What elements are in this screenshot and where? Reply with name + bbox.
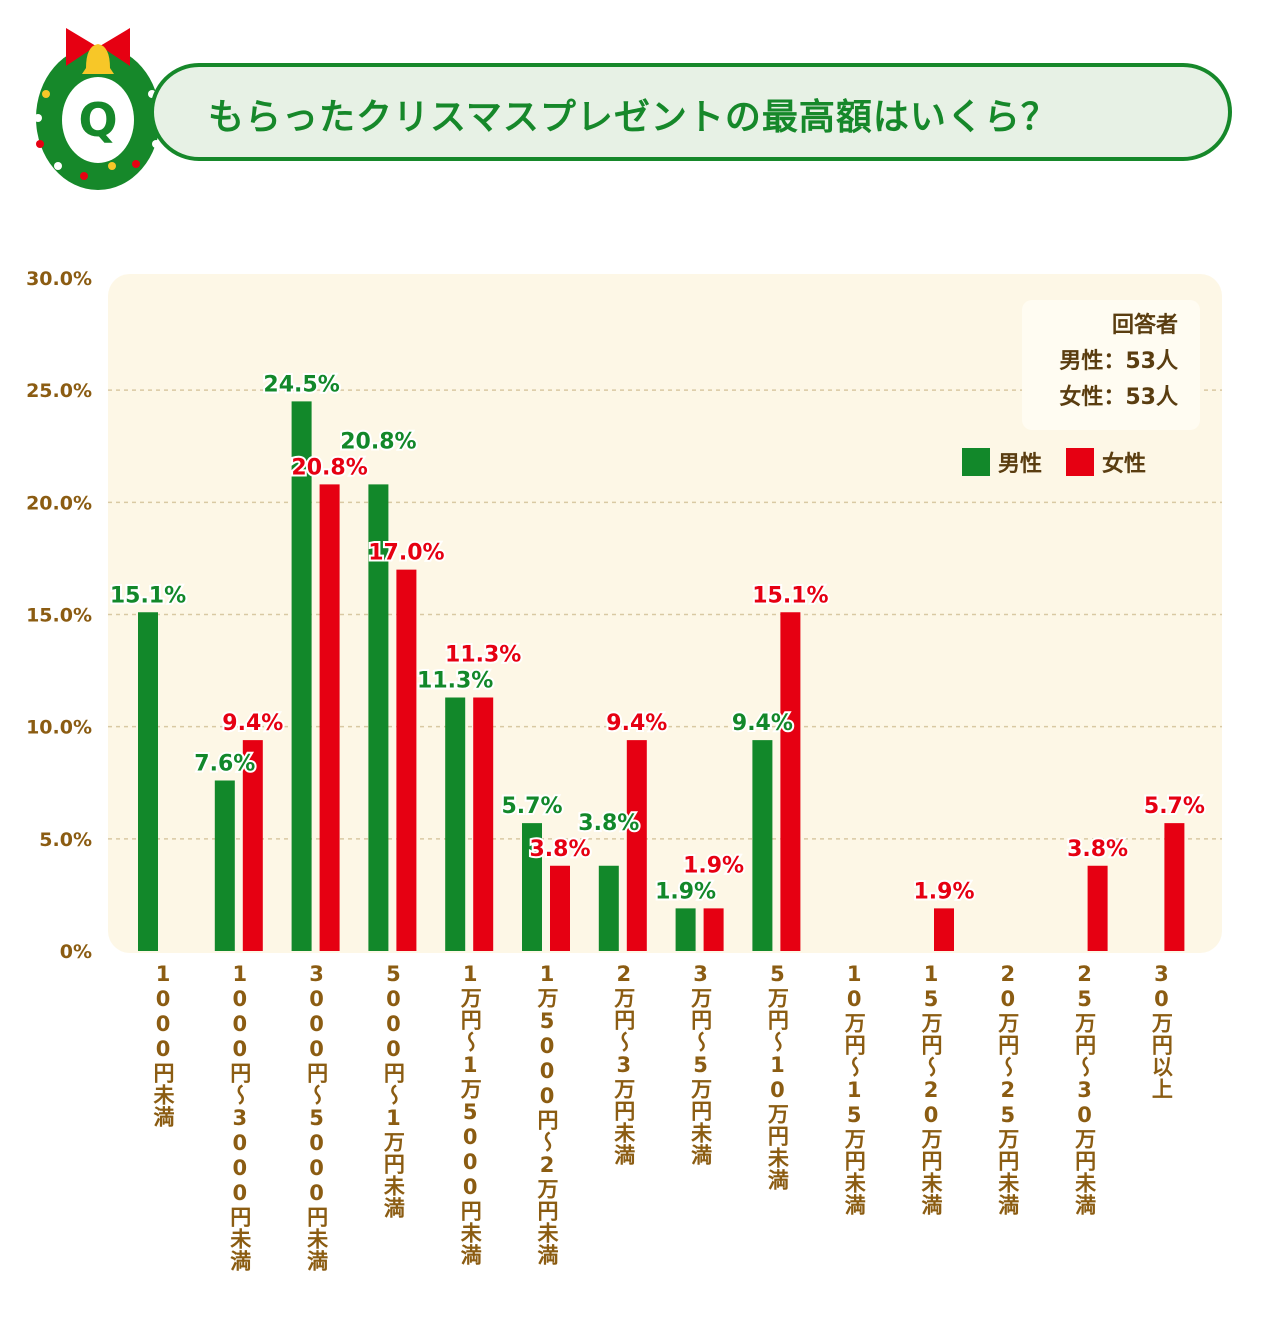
x-tick-label: 1万円～1万5000円未満 (458, 962, 483, 1266)
q-letter: Q (78, 93, 117, 147)
bar-female (396, 569, 417, 951)
x-tick-label: 2万円～3万円未満 (611, 962, 636, 1166)
bar-male (445, 697, 466, 951)
legend-female: 女性 (1066, 446, 1146, 478)
x-tick-label: 15万円～20万円未満 (919, 962, 943, 1216)
x-tick-label: 10万円～15万円未満 (842, 962, 867, 1216)
data-label-female: 3.8% (1067, 837, 1128, 862)
page-title: もらったクリスマスプレゼントの最高額はいくら？ (208, 97, 1058, 138)
bar-female (934, 908, 954, 951)
y-tick-label: 30.0% (26, 268, 92, 290)
legend-label: 男性 (998, 452, 1043, 477)
data-label-female: 15.1% (752, 583, 828, 608)
bar-female (550, 865, 570, 951)
data-label-male: 11.3% (417, 669, 493, 694)
data-label-female: 1.9% (683, 853, 744, 878)
x-tick-label: 20万円～25万円未満 (995, 962, 1020, 1216)
bar-male (214, 780, 235, 951)
bar-female (473, 697, 494, 951)
legend-swatch-male (962, 448, 990, 476)
respondents-box: 回答者 男性：53人 女性：53人 (1022, 300, 1200, 430)
bar-male (138, 612, 158, 951)
bar-male (522, 823, 542, 951)
respondents-male: 男性：53人 (1059, 349, 1178, 374)
bar-male (752, 740, 773, 951)
bar-male (368, 484, 389, 951)
bar-male (291, 401, 312, 952)
x-tick-label: 3万円～5万円未満 (688, 962, 713, 1166)
data-label-male: 15.1% (110, 583, 186, 608)
respondents-heading: 回答者 (1111, 313, 1178, 338)
bar-female (319, 484, 340, 951)
bar-female (703, 908, 724, 951)
data-label-female: 1.9% (913, 879, 974, 904)
data-label-female: 20.8% (291, 455, 367, 480)
x-tick-label: 1000円～3000円未満 (227, 962, 252, 1272)
data-label-female: 5.7% (1144, 794, 1205, 819)
y-tick-label: 5.0% (39, 829, 92, 851)
data-label-male: 5.7% (501, 794, 562, 819)
y-tick-label: 15.0% (26, 605, 92, 627)
x-tick-label: 1万5000円～2万円未満 (535, 962, 559, 1266)
wreath-q-badge: Q (18, 18, 178, 197)
data-label-male: 3.8% (578, 811, 639, 836)
legend-swatch-female (1066, 448, 1095, 476)
bar-female (780, 612, 801, 951)
bar-female (242, 740, 263, 951)
data-label-female: 9.4% (606, 711, 667, 736)
data-label-male: 1.9% (655, 879, 716, 904)
y-tick-label: 10.0% (26, 717, 92, 739)
legend-male: 男性 (962, 446, 1042, 478)
x-tick-label: 5000円～1万円未満 (381, 962, 406, 1219)
data-label-male: 7.6% (194, 752, 255, 777)
x-tick-label: 30万円以上 (1149, 962, 1174, 1100)
legend-label: 女性 (1102, 452, 1147, 477)
y-tick-label: 20.0% (26, 492, 92, 514)
data-label-female: 9.4% (222, 711, 283, 736)
bar-female (626, 740, 647, 951)
bar-female (1164, 823, 1185, 951)
bar-female (1087, 865, 1108, 951)
data-label-female: 3.8% (529, 837, 590, 862)
y-tick-label: 25.0% (26, 380, 92, 402)
y-tick-label: 0% (60, 941, 92, 963)
x-tick-label: 1000円未満 (151, 962, 175, 1128)
data-label-female: 17.0% (368, 541, 444, 566)
x-tick-label: 5万円～10万円未満 (765, 962, 790, 1191)
title-banner (150, 63, 1232, 161)
data-label-male: 9.4% (732, 711, 793, 736)
x-tick-label: 25万円～30万円未満 (1072, 962, 1097, 1216)
legend: 男性 女性 (962, 446, 1146, 478)
data-label-female: 11.3% (445, 643, 521, 668)
bar-male (675, 908, 696, 951)
bar-male (598, 865, 619, 951)
data-label-male: 24.5% (263, 372, 339, 397)
respondents-female: 女性：53人 (1059, 385, 1178, 410)
x-tick-label: 3000円～5000円未満 (304, 962, 329, 1272)
data-label-male: 20.8% (340, 429, 416, 454)
